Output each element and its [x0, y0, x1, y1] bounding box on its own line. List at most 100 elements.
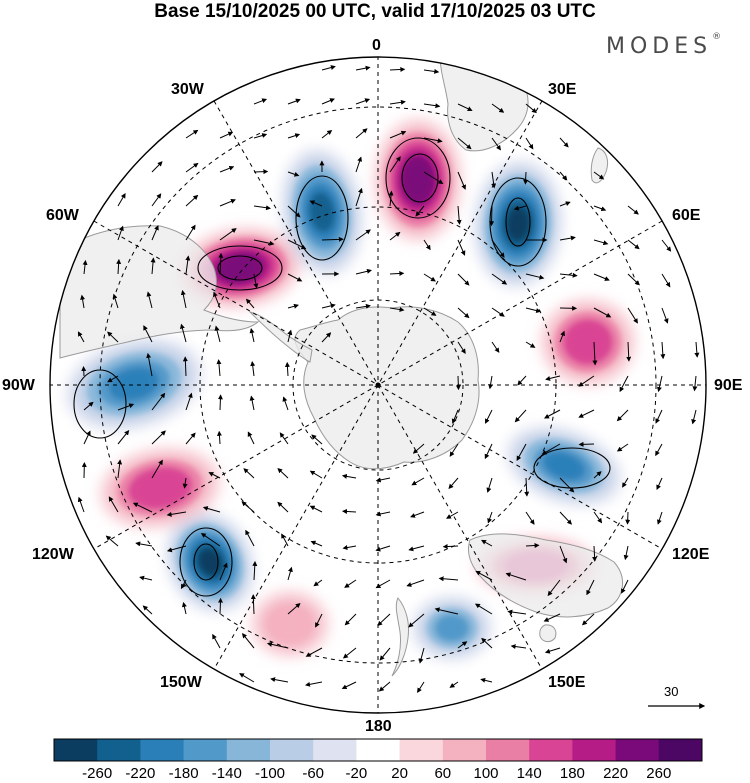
wind-arrow — [457, 239, 466, 256]
wind-arrow — [375, 477, 391, 483]
wind-arrow — [80, 294, 86, 309]
wind-arrow — [559, 511, 572, 525]
wind-arrow — [342, 508, 357, 514]
wind-arrow — [180, 323, 187, 343]
wind-arrow — [185, 255, 191, 275]
wind-arrow — [341, 473, 357, 479]
wind-arrow — [253, 98, 268, 105]
colorbar-tick-label: -100 — [254, 765, 286, 782]
wind-arrow — [277, 501, 289, 513]
wind-arrow — [411, 477, 425, 486]
wind-arrow — [287, 602, 301, 615]
contour-africa-low-inner — [505, 197, 531, 247]
wind-arrow — [507, 609, 527, 615]
colorbar-swatch — [140, 739, 184, 761]
wind-arrow — [593, 511, 603, 524]
wind-arrow — [661, 239, 672, 252]
wind-arrow — [77, 331, 85, 343]
wind-arrow — [593, 307, 612, 318]
wind-arrow — [117, 430, 130, 445]
wind-arrow — [321, 303, 336, 309]
colorbar-tick-label: -20 — [345, 765, 368, 782]
colorbar-swatch — [270, 739, 314, 761]
colorbar-swatch — [97, 739, 141, 761]
wind-arrow — [249, 395, 255, 411]
lon-label-90e: 90E — [714, 377, 743, 394]
wind-arrow — [82, 259, 88, 275]
wind-arrow — [344, 579, 357, 588]
wind-arrow — [250, 594, 256, 615]
wind-arrow — [487, 511, 493, 524]
wind-arrow — [547, 579, 561, 597]
colorbar-swatch — [486, 739, 530, 761]
contour-atlantic-high — [197, 245, 283, 291]
wind-arrow — [523, 171, 529, 185]
wind-arrow — [180, 289, 187, 309]
wind-arrow — [513, 205, 527, 211]
wind-arrow — [451, 409, 459, 424]
colorbar-tick-label: 220 — [603, 765, 629, 782]
wind-arrow — [309, 505, 323, 513]
wind-arrow — [287, 303, 299, 309]
wind-arrow — [117, 459, 123, 479]
wind-arrow — [245, 298, 255, 309]
wind-arrow — [208, 472, 221, 479]
colorbar-swatch — [442, 739, 487, 761]
wind-arrow — [116, 258, 122, 275]
amundsen-low-level-8 — [203, 554, 217, 570]
wind-arrow — [457, 641, 468, 649]
wind-arrow — [83, 401, 94, 411]
wind-arrow — [491, 239, 505, 258]
wind-arrow — [488, 375, 494, 390]
wind-arrow — [355, 187, 363, 207]
south-pacific-high-level-6 — [147, 479, 173, 497]
wind-arrow — [593, 171, 605, 180]
wind-arrow — [212, 633, 221, 649]
south-pole-marker — [375, 382, 381, 388]
wind-arrow — [355, 128, 368, 139]
lon-label-120w: 120W — [32, 546, 74, 563]
contours — [73, 137, 611, 597]
map-boundary — [49, 56, 707, 714]
indian-low-level-6 — [552, 457, 576, 475]
contour-amundsen-low — [179, 527, 233, 597]
wind-arrow — [146, 291, 153, 309]
colorbar-tick-label: 260 — [646, 765, 672, 782]
wind-arrow — [505, 572, 527, 581]
wind-arrow — [341, 681, 357, 690]
map-disc — [50, 57, 706, 713]
wind-arrow — [406, 579, 425, 587]
wind-vectors — [77, 65, 700, 693]
wind-arrow — [375, 579, 391, 589]
wind-arrow — [417, 681, 425, 693]
wind-arrow — [355, 303, 371, 309]
wind-arrow — [132, 502, 153, 513]
wind-arrow — [389, 66, 406, 72]
wind-arrow — [525, 511, 535, 525]
wind-arrow — [146, 352, 153, 377]
wind-arrow — [185, 194, 199, 207]
madagascar — [590, 147, 609, 184]
wind-arrow — [77, 496, 85, 513]
lon-label-60w: 60W — [46, 207, 79, 224]
wind-arrow — [151, 392, 166, 411]
wind-arrow — [150, 257, 156, 275]
wind-arrow — [281, 533, 289, 547]
wind-arrow — [216, 359, 222, 377]
wind-arrow — [182, 477, 188, 489]
wind-arrow — [321, 129, 333, 139]
wind-arrow — [182, 356, 188, 377]
wind-arrow — [544, 647, 561, 654]
wind-arrow — [151, 161, 163, 173]
contour-atlantic-high-inner — [217, 255, 263, 281]
wind-arrow — [448, 477, 459, 490]
wind-arrow — [216, 430, 222, 445]
wind-arrow — [108, 496, 119, 513]
wind-arrow — [408, 613, 425, 628]
colorbar-swatch — [356, 739, 400, 761]
colorbar-tick-label: -60 — [302, 765, 325, 782]
wind-arrow — [107, 331, 119, 343]
wind-arrow — [415, 205, 425, 217]
wind-arrow — [287, 133, 301, 139]
